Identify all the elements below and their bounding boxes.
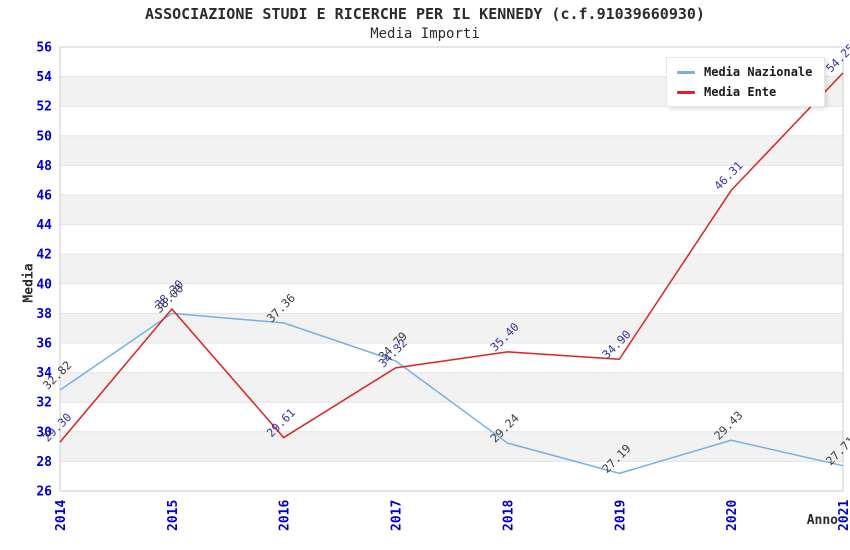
y-tick-label: 28 [36,455,52,470]
y-tick-label: 32 [36,396,52,411]
y-axis-title: Media [21,263,37,303]
x-tick-label: 2017 [390,500,405,531]
plot-band [60,343,843,373]
legend: Media Nazionale Media Ente [666,57,826,107]
x-tick-label: 2020 [725,500,740,531]
y-tick-label: 30 [36,425,52,440]
plot-band [60,106,843,136]
y-tick-label: 38 [36,307,52,322]
y-tick-label: 48 [36,159,52,174]
y-tick-label: 56 [36,41,52,56]
y-tick-label: 50 [36,129,52,144]
y-tick-label: 44 [36,218,52,233]
legend-label: Media Ente [704,85,777,99]
chart-title: ASSOCIAZIONE STUDI E RICERCHE PER IL KEN… [145,5,705,23]
x-tick-label: 2018 [501,500,516,531]
x-tick-label: 2016 [278,500,293,531]
plot-band [60,283,843,314]
y-tick-label: 26 [36,485,52,500]
plot-band [60,372,843,403]
y-tick-label: 40 [36,277,52,292]
x-tick-label: 2015 [166,500,181,531]
legend-line-swatch-nazionale [677,70,695,74]
y-tick-label: 42 [36,248,52,263]
plot-band [60,313,843,343]
legend-item-media-nazionale: Media Nazionale [677,65,812,79]
plot-band [60,402,843,432]
legend-line-swatch-ente [677,90,695,94]
plot-frame [59,46,844,492]
legend-item-media-ente: Media Ente [677,85,812,99]
legend-label: Media Nazionale [704,65,813,79]
y-tick-label: 54 [36,70,52,85]
plot-band [60,165,843,195]
series-line-media-nazionale [59,312,844,475]
y-tick-label: 36 [36,337,52,352]
x-axis-title: Anno [806,513,838,528]
y-tick-label: 34 [36,366,52,381]
x-tick-label: 2021 [837,500,850,531]
x-tick-label: 2019 [613,500,628,531]
plot-band [60,461,843,491]
plot-band [60,224,843,255]
chart-subtitle: Media Importi [370,26,480,42]
x-tick-label: 2014 [54,500,69,531]
plot-band [60,431,843,462]
plot-band [60,135,843,166]
y-tick-label: 52 [36,100,52,115]
plot-band [60,254,843,284]
y-tick-label: 46 [36,189,52,204]
series-line-media-ente [59,72,844,443]
